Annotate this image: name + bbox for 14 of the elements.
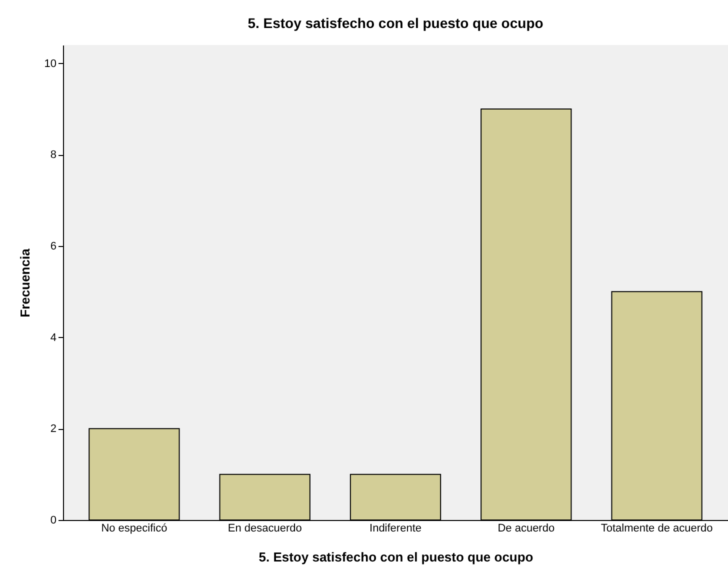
y-tick-label: 10: [44, 58, 56, 70]
x-axis-title: 5. Estoy satisfecho con el puesto que ocupo: [258, 550, 534, 564]
y-tick-label: 6: [50, 240, 56, 252]
chart-title: 5. Estoy satisfecho con el puesto que ocupo: [248, 15, 544, 31]
x-tick-label: De acuerdo: [498, 522, 555, 534]
y-tick-label: 0: [50, 514, 56, 526]
y-tick-label: 4: [50, 332, 56, 344]
x-tick-label: No especificó: [101, 522, 168, 534]
x-tick-label: En desacuerdo: [228, 522, 302, 534]
y-tick-label: 2: [50, 423, 56, 436]
y-tick-label: 8: [50, 149, 56, 162]
x-tick-label: Totalmente de acuerdo: [600, 522, 713, 534]
x-tick-label: Indiferente: [370, 522, 422, 534]
y-axis-title: Frecuencia: [17, 248, 32, 318]
